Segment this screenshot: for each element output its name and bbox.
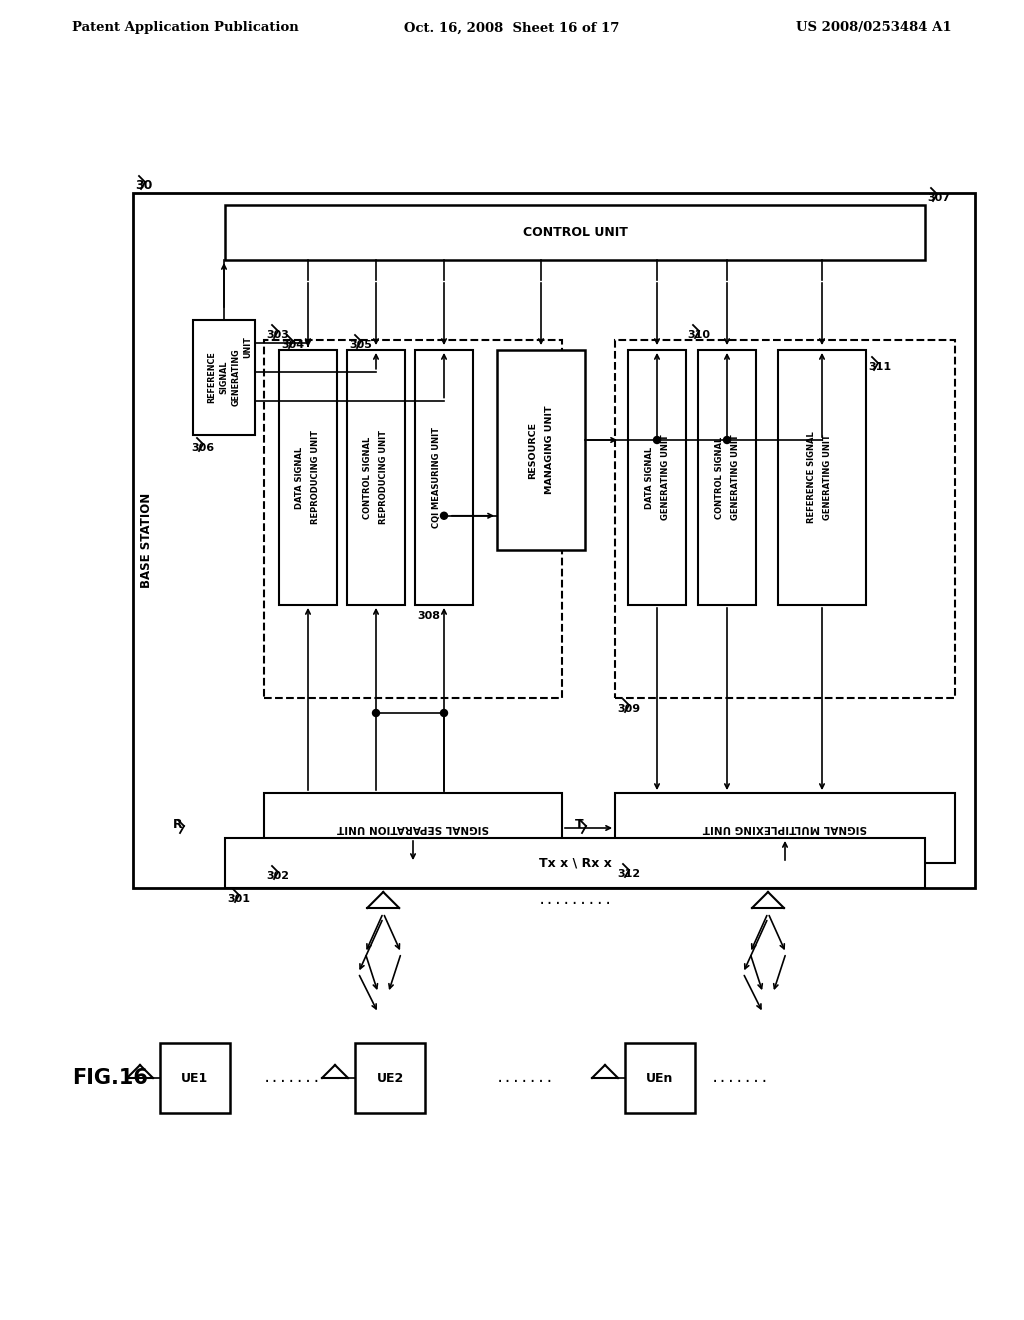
Text: 303: 303 xyxy=(266,330,289,341)
Text: MANAGING UNIT: MANAGING UNIT xyxy=(545,405,554,494)
Text: Oct. 16, 2008  Sheet 16 of 17: Oct. 16, 2008 Sheet 16 of 17 xyxy=(404,21,620,34)
Bar xyxy=(347,350,406,605)
Text: DATA SIGNAL: DATA SIGNAL xyxy=(296,446,304,508)
Text: Tx x \ Rx x: Tx x \ Rx x xyxy=(539,857,611,870)
Text: REPRODUCING UNIT: REPRODUCING UNIT xyxy=(380,430,388,524)
Bar xyxy=(160,1043,230,1113)
Bar xyxy=(628,350,686,605)
Bar xyxy=(497,350,585,550)
Bar xyxy=(193,319,255,436)
Bar xyxy=(133,193,975,888)
Text: CONTROL SIGNAL: CONTROL SIGNAL xyxy=(715,437,724,519)
Text: GENERATING UNIT: GENERATING UNIT xyxy=(660,434,670,520)
Circle shape xyxy=(724,437,730,444)
Text: GENERATING UNIT: GENERATING UNIT xyxy=(823,434,833,520)
Text: .......: ....... xyxy=(263,1071,322,1085)
Text: UNIT: UNIT xyxy=(244,337,253,359)
Circle shape xyxy=(440,710,447,717)
Text: REFERENCE SIGNAL: REFERENCE SIGNAL xyxy=(808,432,816,523)
Circle shape xyxy=(653,437,660,444)
Text: .........: ......... xyxy=(538,894,613,907)
Text: 311: 311 xyxy=(868,362,891,372)
Text: 307: 307 xyxy=(927,193,950,203)
Bar xyxy=(264,341,562,698)
Bar xyxy=(615,341,955,698)
Text: 304: 304 xyxy=(281,341,304,350)
Text: CONTROL SIGNAL: CONTROL SIGNAL xyxy=(364,437,373,519)
Text: BASE STATION: BASE STATION xyxy=(139,492,153,589)
Bar xyxy=(778,350,866,605)
Text: 306: 306 xyxy=(191,444,214,453)
Text: 310: 310 xyxy=(687,330,710,341)
Bar xyxy=(625,1043,695,1113)
Text: UE2: UE2 xyxy=(377,1072,403,1085)
Text: 302: 302 xyxy=(266,871,289,880)
Text: 309: 309 xyxy=(617,704,640,714)
Text: UEn: UEn xyxy=(646,1072,674,1085)
Text: CQI MEASURING UNIT: CQI MEASURING UNIT xyxy=(431,426,440,528)
Text: Patent Application Publication: Patent Application Publication xyxy=(72,21,299,34)
Bar xyxy=(615,793,955,863)
Text: FIG.16: FIG.16 xyxy=(72,1068,147,1088)
Text: 305: 305 xyxy=(349,341,372,350)
Bar xyxy=(279,350,337,605)
Text: SIGNAL SEPARATION UNIT: SIGNAL SEPARATION UNIT xyxy=(337,822,489,833)
Bar xyxy=(415,350,473,605)
Bar xyxy=(225,838,925,888)
Text: CONTROL UNIT: CONTROL UNIT xyxy=(522,226,628,239)
Text: REPRODUCING UNIT: REPRODUCING UNIT xyxy=(311,430,321,524)
Text: US 2008/0253484 A1: US 2008/0253484 A1 xyxy=(797,21,952,34)
Circle shape xyxy=(373,710,380,717)
Text: 30: 30 xyxy=(135,180,153,191)
Text: 308: 308 xyxy=(417,611,440,620)
Text: RESOURCE: RESOURCE xyxy=(528,421,538,479)
Text: GENERATING: GENERATING xyxy=(231,348,241,407)
Text: GENERATING UNIT: GENERATING UNIT xyxy=(730,434,739,520)
Text: T: T xyxy=(575,818,584,832)
Text: SIGNAL MULTIPLEXING UNIT: SIGNAL MULTIPLEXING UNIT xyxy=(702,822,867,833)
Bar xyxy=(698,350,756,605)
Circle shape xyxy=(440,512,447,519)
Bar xyxy=(264,793,562,863)
Bar xyxy=(355,1043,425,1113)
Text: SIGNAL: SIGNAL xyxy=(219,360,228,395)
Text: UE1: UE1 xyxy=(181,1072,209,1085)
Text: R: R xyxy=(173,818,182,832)
Text: DATA SIGNAL: DATA SIGNAL xyxy=(644,446,653,508)
Text: .......: ....... xyxy=(711,1071,769,1085)
Text: 312: 312 xyxy=(617,869,640,879)
Bar xyxy=(225,205,925,260)
Text: .......: ....... xyxy=(496,1071,554,1085)
Text: 301: 301 xyxy=(227,894,250,904)
Text: REFERENCE: REFERENCE xyxy=(208,351,216,404)
